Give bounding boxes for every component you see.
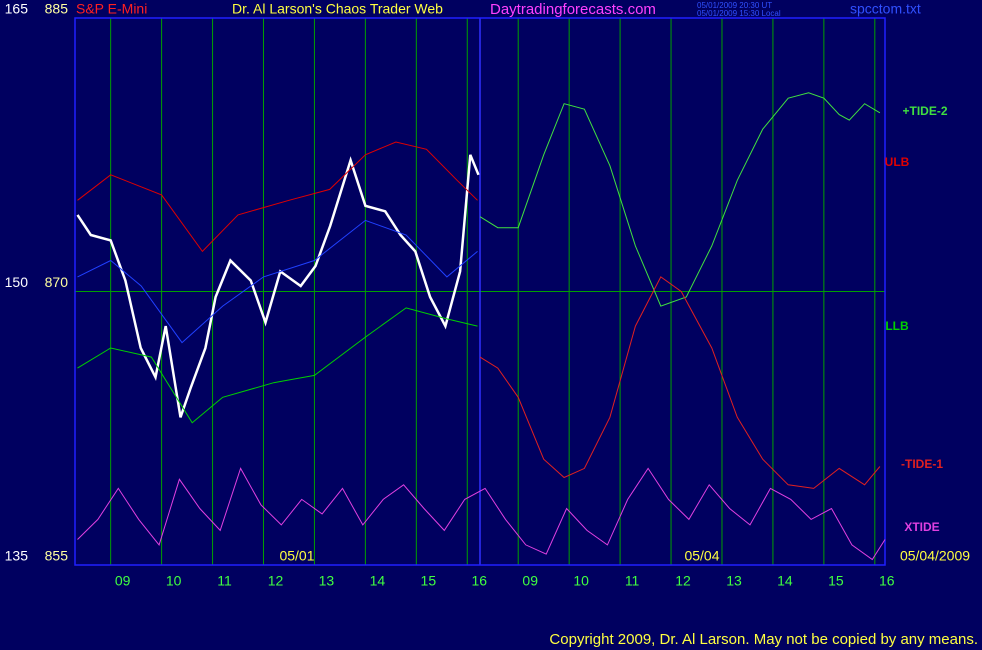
timestamp: 05/01/2009 20:30 UT	[697, 1, 772, 10]
file-name: spcctom.txt	[850, 1, 921, 17]
y-tick-label: 135	[5, 548, 29, 564]
y2-tick-label: 870	[45, 274, 69, 290]
x-tick-label: 11	[217, 573, 232, 589]
x-tick-label: 14	[370, 573, 386, 589]
series-line	[479, 276, 881, 489]
plot-border	[74, 17, 886, 566]
x-tick-label: 13	[319, 573, 335, 589]
y2-tick-label: 885	[45, 1, 69, 17]
x-tick-label: 13	[726, 573, 742, 589]
x-tick-label: 15	[421, 573, 437, 589]
series-line	[479, 92, 881, 307]
chart-title: Dr. Al Larson's Chaos Trader Web	[232, 1, 443, 17]
x-tick-label: 16	[879, 573, 895, 589]
y2-tick-label: 855	[45, 548, 69, 564]
x-tick-label: 09	[115, 573, 131, 589]
date-label: 05/04	[684, 548, 719, 564]
x-tick-label: 16	[471, 573, 487, 589]
x-tick-label: 10	[166, 573, 182, 589]
x-tick-label: 10	[573, 573, 589, 589]
x-tick-label: 11	[625, 573, 640, 589]
x-tick-label: 09	[522, 573, 538, 589]
series-label: ULB	[885, 155, 910, 169]
symbol: S&P E-Mini	[76, 1, 147, 17]
x-tick-label: 15	[828, 573, 844, 589]
series-line	[77, 219, 478, 344]
y-tick-label: 150	[5, 274, 29, 290]
series-line	[77, 307, 478, 424]
x-tick-label: 12	[675, 573, 691, 589]
y-tick-label: 165	[5, 1, 29, 17]
series-label: +TIDE-2	[902, 104, 947, 118]
series-label: LLB	[885, 319, 909, 333]
x-tick-label: 14	[777, 573, 793, 589]
timestamp: 05/01/2009 15:30 Local	[697, 9, 781, 18]
date-label: 05/04/2009	[900, 548, 970, 564]
series-line	[77, 141, 478, 253]
copyright: Copyright 2009, Dr. Al Larson. May not b…	[549, 631, 978, 648]
x-tick-label: 12	[268, 573, 284, 589]
date-label: 05/01	[279, 548, 314, 564]
site: Daytradingforecasts.com	[490, 1, 656, 18]
series-label: XTIDE	[904, 520, 939, 534]
series-line	[77, 467, 886, 561]
series-line	[76, 154, 480, 418]
series-label: -TIDE-1	[901, 457, 943, 471]
